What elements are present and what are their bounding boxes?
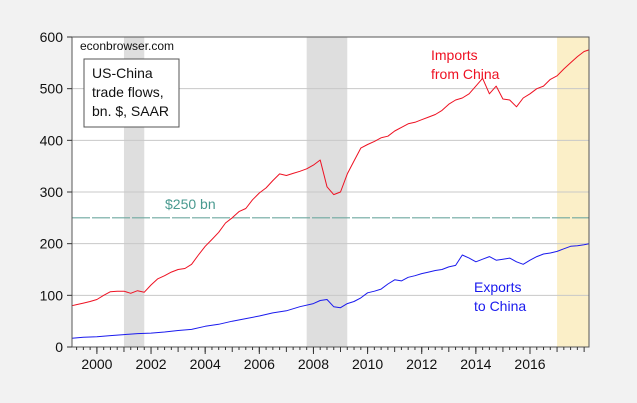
- x-tick-label-2002: 2002: [135, 356, 166, 372]
- series-line-imports: [71, 49, 590, 307]
- title-box-frame: [83, 58, 180, 128]
- axes: 0 100 200 300 400 500 600 2000 2002 2004 2006 2008 2…: [40, 29, 585, 372]
- title-line-2: trade flows,: [92, 84, 164, 100]
- y-tick-label-300: 300: [40, 184, 64, 200]
- reference-line-label: $250 bn: [165, 196, 216, 212]
- x-tick-label-2012: 2012: [406, 356, 437, 372]
- y-tick-label-200: 200: [40, 236, 64, 252]
- y-tick-label-400: 400: [40, 132, 64, 148]
- series-line-exports: [71, 243, 590, 339]
- exports-label-line-2: to China: [474, 298, 526, 314]
- x-tick-label-2004: 2004: [190, 356, 221, 372]
- x-tick-label-2000: 2000: [81, 356, 112, 372]
- y-tick-label-100: 100: [40, 287, 64, 303]
- source-label: econbrowser.com: [80, 39, 174, 53]
- y-tick-label-500: 500: [40, 81, 64, 97]
- y-tick-label-600: 600: [40, 29, 64, 45]
- x-tick-label-2010: 2010: [352, 356, 383, 372]
- series-group: [71, 49, 590, 339]
- gridlines: [72, 88, 589, 296]
- title-line-1: US-China: [92, 65, 153, 81]
- title-box: US-China trade flows, bn. $, SAAR: [83, 58, 180, 128]
- title-line-3: bn. $, SAAR: [92, 103, 169, 119]
- x-tick-label-2006: 2006: [244, 356, 275, 372]
- x-tick-label-2008: 2008: [298, 356, 329, 372]
- x-tick-label-2016: 2016: [514, 356, 545, 372]
- imports-label-line-2: from China: [431, 66, 500, 82]
- y-tick-label-0: 0: [55, 339, 63, 355]
- imports-label-line-1: Imports: [431, 47, 478, 63]
- x-tick-label-2014: 2014: [460, 356, 491, 372]
- exports-label-line-1: Exports: [474, 279, 521, 295]
